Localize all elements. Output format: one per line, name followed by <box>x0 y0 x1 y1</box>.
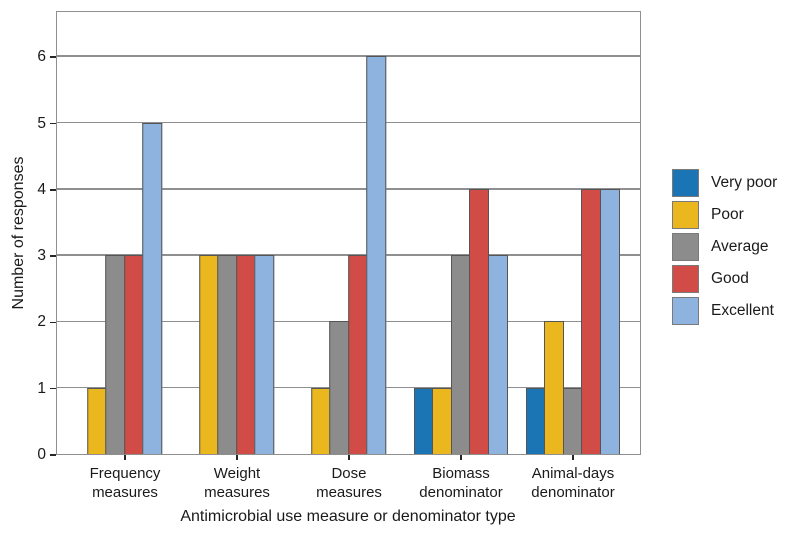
bar-average <box>217 255 238 454</box>
bar-average <box>105 255 126 454</box>
bar-group <box>310 56 387 454</box>
x-tick-label: Frequency measures <box>90 464 161 502</box>
legend-label: Excellent <box>711 302 774 319</box>
bar-poor <box>544 321 564 454</box>
x-tick-label: Biomass denominator <box>419 464 502 502</box>
legend-swatch <box>672 233 699 261</box>
x-tick-label-line: Dose <box>331 465 367 482</box>
legend-item: Good <box>672 265 777 293</box>
legend-label: Very poor <box>711 174 778 191</box>
bar-average <box>450 255 471 454</box>
x-tick-label-line: measures <box>92 484 158 501</box>
x-tick-label: Weight measures <box>204 464 270 502</box>
gridline <box>57 188 640 190</box>
legend-label: Good <box>711 270 749 287</box>
gridline <box>57 55 640 57</box>
bar-good <box>581 188 601 454</box>
x-tick-label-line: denominator <box>419 484 503 501</box>
y-tick-label: 3 <box>37 247 46 265</box>
bar-very-poor <box>525 387 546 454</box>
bar-average <box>329 321 350 454</box>
x-tick-label-line: Biomass <box>432 465 490 482</box>
y-tick-mark <box>50 189 56 191</box>
bar-poor <box>310 387 331 454</box>
legend-item: Excellent <box>672 297 777 325</box>
bar-excellent <box>254 255 275 454</box>
bar-poor <box>86 387 107 454</box>
bar-poor <box>432 387 452 454</box>
x-tick-label-line: Animal-days <box>531 465 615 482</box>
bar-good <box>469 188 489 454</box>
y-axis-label: Number of responses <box>10 156 27 310</box>
x-tick-label-line: Frequency <box>89 465 161 482</box>
x-tick-label: Animal-days denominator <box>531 464 614 502</box>
y-tick-label: 4 <box>37 180 46 198</box>
legend-item: Very poor <box>672 169 777 197</box>
bar-excellent <box>142 122 163 454</box>
y-tick-label: 1 <box>37 379 46 397</box>
y-tick-label: 0 <box>37 446 46 463</box>
x-tick-label-line: denominator <box>531 484 615 501</box>
bar-excellent <box>599 188 620 454</box>
bar-good <box>347 255 368 454</box>
legend-swatch <box>672 169 699 197</box>
plot-area <box>56 11 641 455</box>
legend: Very poor Poor Average Good Excellent <box>672 169 777 325</box>
x-tick-label: Dose measures <box>316 464 382 502</box>
y-tick-mark <box>50 321 56 324</box>
legend-swatch <box>672 297 699 325</box>
x-tick-label-line: measures <box>204 484 270 501</box>
gridline <box>57 121 640 124</box>
legend-label: Average <box>711 238 769 255</box>
x-tick-mark <box>236 455 238 460</box>
bar-group <box>413 188 508 454</box>
y-tick-mark <box>50 387 56 390</box>
bar-excellent <box>487 255 508 454</box>
x-tick-label-line: Weight <box>213 465 261 482</box>
x-tick-mark <box>572 455 574 460</box>
x-tick-mark <box>348 455 350 460</box>
legend-item: Average <box>672 233 777 261</box>
bar-poor <box>198 255 219 454</box>
bar-very-poor <box>413 387 434 454</box>
y-tick-label: 5 <box>37 114 46 132</box>
legend-label: Poor <box>711 206 744 223</box>
bar-average <box>562 387 583 454</box>
bar-good <box>123 255 144 454</box>
y-tick-mark <box>50 255 56 257</box>
x-tick-mark <box>460 455 462 460</box>
y-tick-label: 2 <box>37 313 46 331</box>
bar-excellent <box>366 56 387 454</box>
y-tick-mark <box>50 454 56 456</box>
bar-good <box>235 255 256 454</box>
x-axis-label: Antimicrobial use measure or denominator… <box>180 508 516 525</box>
y-tick-label: 6 <box>37 48 46 66</box>
legend-item: Poor <box>672 201 777 229</box>
y-tick-mark <box>50 122 56 125</box>
legend-swatch <box>672 201 699 229</box>
x-tick-mark <box>124 455 126 460</box>
bar-group <box>525 188 620 454</box>
x-tick-label-line: measures <box>316 484 382 501</box>
legend-swatch <box>672 265 699 293</box>
y-tick-mark <box>50 56 56 58</box>
bar-group <box>86 122 163 454</box>
bar-group <box>198 255 275 454</box>
